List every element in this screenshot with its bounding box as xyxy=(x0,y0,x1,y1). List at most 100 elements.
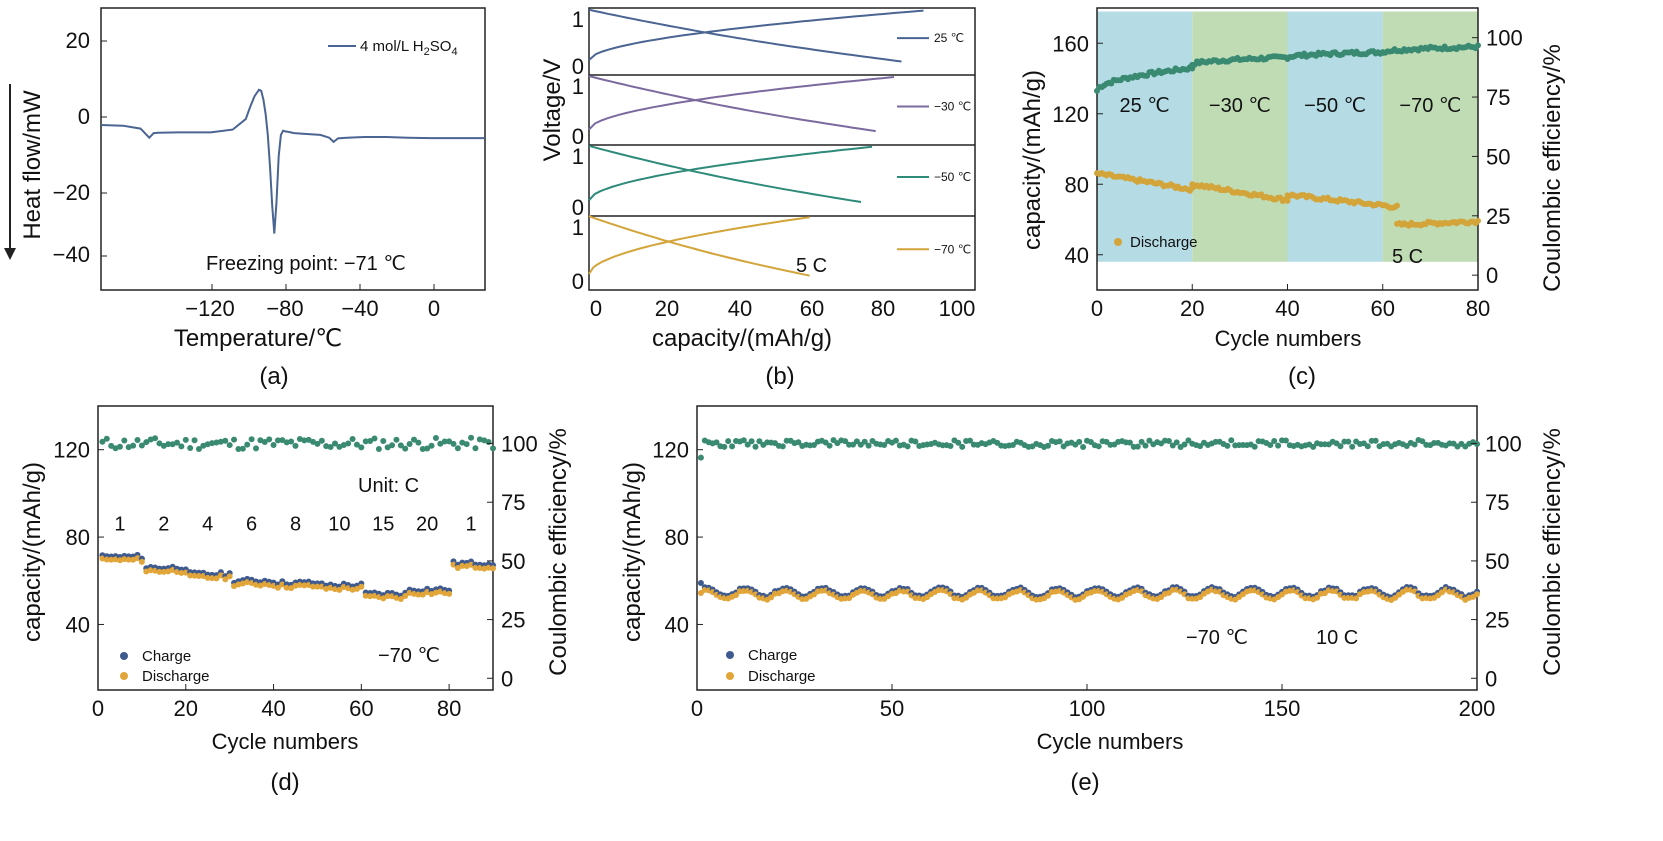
chart-e-ce-point xyxy=(811,441,817,448)
chart-a-legend-label: 4 mol/L H2SO4 xyxy=(360,38,458,58)
chart-e-discharge-point xyxy=(733,592,739,599)
chart-d-discharge-point xyxy=(213,575,220,582)
chart-c-y2label: Coulombic efficiency/% xyxy=(1539,44,1566,292)
chart-c-regions: 25 ℃ −30 ℃ −50 ℃ −70 ℃ xyxy=(1097,11,1478,262)
chart-e-ce-point xyxy=(861,438,868,445)
chart-c-axes: 0 20 40 60 80 40 80 120 160 0 25 50 75 100 xyxy=(1052,26,1522,321)
chart-d-discharge-point xyxy=(358,583,365,590)
chart-e-ce-point xyxy=(713,439,720,446)
chart-d-ce-point xyxy=(332,440,338,447)
chart-c-y2tick-5: 100 xyxy=(1486,26,1523,51)
chart-e-ce-point xyxy=(881,442,888,449)
chart-e-ce-point xyxy=(1134,443,1141,450)
chart-d-ce-point xyxy=(432,435,439,442)
chart-d-discharge-point xyxy=(103,556,110,563)
chart-e-ce-point xyxy=(729,443,736,450)
chart-d-rate-label-3: 4 xyxy=(202,514,213,536)
chart-e-ce-point xyxy=(1185,437,1192,444)
chart-e-ce-point xyxy=(740,437,747,444)
chart-d-ce-point xyxy=(138,442,145,449)
chart-c-discharge-point xyxy=(1284,197,1291,204)
chart-d-rate-label-8: 20 xyxy=(416,514,438,536)
chart-d-ce-point xyxy=(362,438,369,445)
chart-d-discharge-point xyxy=(450,561,457,568)
chart-c-discharge-point xyxy=(1394,202,1401,209)
chart-c-xtick-3: 40 xyxy=(1275,296,1299,321)
chart-d-ce-point xyxy=(239,445,246,452)
chart-d-ce-point xyxy=(165,441,172,448)
chart-c-xtick-4: 60 xyxy=(1371,296,1395,321)
chart-d-ce-point xyxy=(209,440,216,447)
chart-b-ytick-0-panel-4: 0 xyxy=(572,269,584,294)
chart-d-ce-point xyxy=(195,445,202,452)
chart-e-ce-point xyxy=(955,439,962,446)
chart-d-ce-point xyxy=(248,436,255,443)
chart-d-ce-point xyxy=(253,445,259,452)
chart-b-curves xyxy=(588,8,924,277)
chart-d-frame xyxy=(97,405,494,691)
chart-d-ce-point xyxy=(371,435,378,442)
chart-b-frame xyxy=(588,7,976,291)
chart-d-ce-point xyxy=(121,437,128,444)
chart-d-discharge-point xyxy=(301,582,308,589)
chart-d-discharge-point xyxy=(121,556,128,563)
chart-d-ce-point xyxy=(182,436,189,443)
chart-d-legend-charge-marker xyxy=(120,652,128,660)
chart-d-dots xyxy=(99,434,496,602)
chart-e-ce-point xyxy=(721,443,728,450)
chart-d-rate-label-6: 10 xyxy=(328,514,350,536)
chart-e-xtick-1: 0 xyxy=(691,696,703,721)
chart-e-ce-point xyxy=(1419,438,1426,445)
chart-e-ce-point xyxy=(795,439,802,446)
chart-e-dots xyxy=(697,437,1480,603)
chart-e-ce-point xyxy=(1345,438,1352,445)
chart-c-legend-label: Discharge xyxy=(1130,234,1198,251)
chart-d-ce-point xyxy=(288,438,295,445)
chart-e-charge-point xyxy=(697,579,704,586)
chart-b-legend-label-4: −70 ℃ xyxy=(934,242,971,256)
chart-d-ce-point xyxy=(393,436,400,443)
chart-d-discharge-point xyxy=(472,564,479,571)
chart-c-region-2 xyxy=(1192,11,1288,262)
chart-b-xlabel: capacity/(mAh/g) xyxy=(652,325,832,352)
chart-e-ce-point xyxy=(1310,443,1317,450)
chart-c-ylabel: capacity/(mAh/g) xyxy=(1019,70,1046,250)
chart-d-discharge-point xyxy=(226,573,233,580)
chart-d-ce-point xyxy=(349,436,356,443)
chart-e-ce-point xyxy=(967,437,973,444)
chart-d-ce-point xyxy=(375,446,382,453)
chart-a-series-line xyxy=(100,88,485,234)
chart-d-ce-point xyxy=(143,439,150,446)
chart-e-ytick-1: 40 xyxy=(665,612,689,637)
chart-d-discharge-point xyxy=(468,561,475,568)
chart-d-ce-point xyxy=(187,445,194,452)
chart-c-xlabel: Cycle numbers xyxy=(1215,326,1362,351)
chart-c-ytick-4: 160 xyxy=(1052,31,1089,56)
chart-a-annotation: Freezing point: −71 ℃ xyxy=(206,253,406,275)
chart-e-panel-label: (e) xyxy=(1070,769,1099,796)
chart-d-xtick-4: 60 xyxy=(349,696,373,721)
chart-e-ylabel: capacity/(mAh/g) xyxy=(619,462,646,642)
chart-e-ce-point xyxy=(1138,438,1145,445)
chart-d-ce-point xyxy=(406,441,413,448)
chart-d-ce-point xyxy=(222,437,229,444)
chart-e-ce-point xyxy=(826,442,833,449)
chart-e-ce-point xyxy=(1173,439,1180,446)
chart-d-ce-point xyxy=(402,445,409,452)
chart-b-discharge-curve-panel-2 xyxy=(588,75,876,133)
chart-b-rate-note: 5 C xyxy=(796,255,827,277)
chart-d-ce-point xyxy=(318,437,325,444)
chart-e-ce-point xyxy=(725,438,732,445)
chart-d-rate-labels: 1 2 4 6 8 10 15 20 1 xyxy=(114,514,476,536)
chart-d-discharge-point xyxy=(459,562,466,569)
chart-c-region-label-2: −30 ℃ xyxy=(1209,95,1271,117)
chart-a-xtick-2: −80 xyxy=(266,296,303,321)
chart-a-panel-label: (a) xyxy=(259,363,288,390)
chart-e-xtick-2: 50 xyxy=(880,696,904,721)
chart-b-ytick-0-panel-3: 0 xyxy=(572,195,584,220)
chart-b-ytick-1-panel-3: 1 xyxy=(572,144,584,169)
chart-d-ce-point xyxy=(419,445,426,452)
